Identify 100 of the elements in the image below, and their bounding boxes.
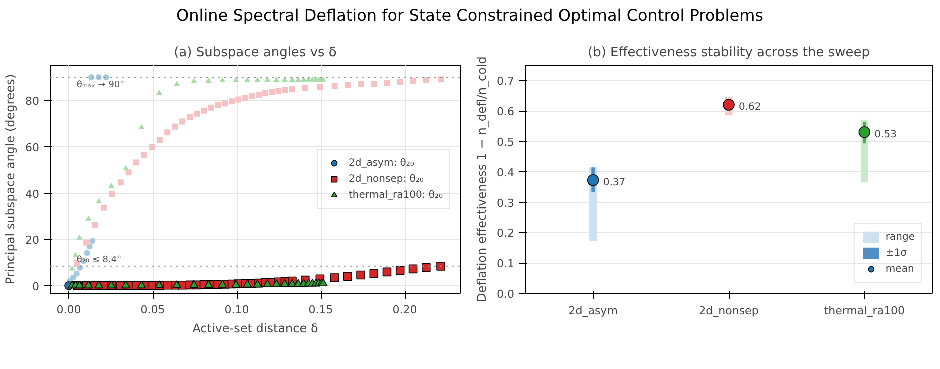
point: [86, 216, 92, 221]
point: [70, 274, 77, 281]
point: [317, 84, 324, 90]
point: [96, 198, 102, 204]
point: [180, 118, 186, 125]
ref-line-label: θ₂₀ ≤ 8.4°: [76, 255, 122, 266]
point: [282, 88, 288, 94]
point: [382, 268, 392, 277]
point: [137, 280, 146, 289]
point: [356, 270, 366, 280]
point: [296, 76, 302, 82]
point: [232, 280, 241, 288]
point: [254, 77, 261, 82]
point: [215, 102, 222, 109]
point: [370, 269, 379, 278]
y-tick-label: 0: [32, 280, 40, 294]
point: [84, 240, 90, 246]
point: [384, 80, 390, 86]
point: [256, 92, 262, 98]
point: [332, 83, 338, 90]
data-label: 0.53: [874, 129, 897, 140]
point: [138, 124, 145, 130]
point: [190, 280, 199, 288]
y-axis-title: Deflation effectiveness 1 − n_defl/n_cold: [475, 56, 490, 302]
point: [397, 79, 404, 86]
point: [156, 137, 163, 144]
y-tick-label: 0.5: [497, 136, 515, 149]
point: [156, 90, 162, 96]
x-tick-label: 0.20: [392, 304, 418, 316]
x-tick-label: 0.10: [224, 304, 250, 316]
point: [410, 78, 416, 84]
point: [69, 266, 76, 271]
point: [149, 144, 156, 150]
y-tick-label: 20: [26, 234, 40, 248]
point: [289, 86, 296, 93]
point: [396, 266, 405, 275]
point: [222, 100, 228, 107]
chart-title: (a) Subspace angles vs δ: [174, 46, 337, 60]
point: [302, 85, 308, 92]
point: [358, 81, 364, 88]
point: [423, 78, 430, 84]
point: [436, 262, 446, 271]
y-tick-label: 0.6: [497, 106, 515, 119]
x-tick-label: thermal_ra100: [824, 304, 905, 318]
point: [126, 170, 132, 176]
point: [408, 264, 418, 274]
point: [109, 191, 116, 198]
legend-label: range: [886, 232, 915, 242]
point: [75, 280, 84, 289]
point: [249, 94, 256, 100]
point: [330, 274, 340, 282]
point: [289, 76, 296, 82]
point: [236, 96, 242, 103]
data-label: 0.62: [739, 102, 762, 114]
point: [141, 152, 148, 158]
y-tick-label: 0.2: [497, 227, 515, 240]
chart-title: (b) Effectiveness stability across the sweep: [588, 46, 870, 60]
point: [92, 222, 98, 228]
point: [76, 234, 83, 240]
y-tick-label: 0.3: [497, 196, 515, 210]
point: [172, 124, 179, 130]
point: [587, 174, 600, 186]
y-tick-label: 0.7: [497, 75, 515, 88]
point: [274, 76, 280, 82]
y-tick-label: 0.4: [497, 166, 515, 180]
point: [174, 81, 180, 86]
point: [100, 204, 107, 211]
point: [123, 165, 130, 170]
x-tick-label: 0.00: [56, 304, 82, 316]
legend-label: mean: [886, 264, 914, 274]
point: [96, 74, 102, 81]
ref-line-label: θₘₐₓ → 90°: [76, 80, 125, 91]
point: [133, 160, 140, 166]
data-label: 0.37: [603, 177, 626, 188]
point: [262, 90, 269, 97]
y-tick-label: 0.1: [497, 258, 515, 271]
legend-label: ±1σ: [886, 248, 908, 258]
point: [118, 180, 124, 186]
point: [94, 280, 104, 289]
y-tick-label: 40: [26, 188, 40, 201]
point: [164, 130, 171, 136]
point: [422, 263, 431, 272]
point: [269, 89, 276, 96]
point: [233, 77, 240, 82]
point: [122, 280, 131, 289]
x-tick-label: 0.05: [140, 304, 166, 316]
point: [204, 280, 214, 288]
x-tick-label: 2d_nonsep: [699, 304, 759, 318]
point: [74, 270, 80, 277]
x-tick-label: 0.15: [308, 304, 334, 316]
point: [344, 272, 352, 282]
point: [191, 78, 198, 84]
point: [229, 98, 236, 105]
point: [90, 238, 96, 244]
y-tick-label: 60: [26, 141, 40, 154]
point: [242, 95, 249, 102]
point: [201, 108, 208, 114]
point: [244, 77, 251, 82]
y-axis-title: Principal subspace angle (degrees): [4, 74, 18, 285]
point: [208, 104, 214, 111]
